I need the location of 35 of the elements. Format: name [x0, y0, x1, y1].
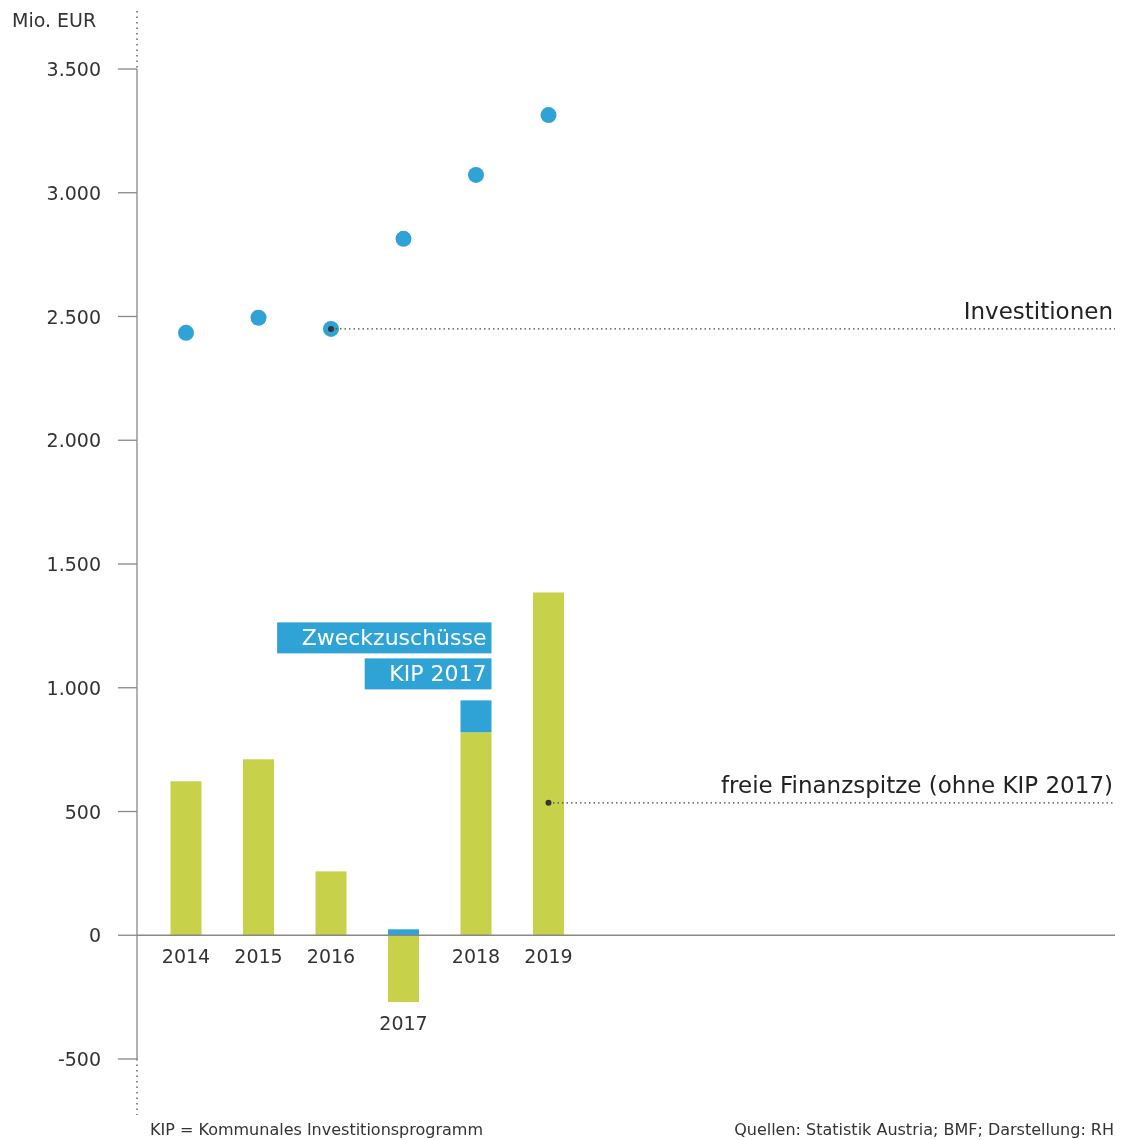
bar	[533, 592, 564, 936]
point	[395, 230, 412, 247]
bar	[315, 871, 347, 936]
y-tick-label: 1.500	[46, 553, 101, 575]
x-tick-label: 2014	[161, 945, 211, 968]
x-tick-label: 2016	[306, 945, 356, 968]
x-tick-label: 2015	[234, 945, 283, 968]
point	[323, 320, 339, 337]
bar	[388, 929, 419, 936]
bar	[243, 759, 274, 936]
y-axis-title: Mio. EUR	[12, 9, 97, 31]
bar	[460, 732, 492, 936]
y-tick-label: 0	[88, 924, 101, 947]
y-tick-label: 2.000	[46, 429, 101, 452]
x-tick-label: 2017	[379, 1012, 428, 1035]
x-tick-label: 2019	[524, 945, 573, 968]
y-tick-label: 3.000	[46, 181, 101, 204]
point	[468, 166, 484, 183]
x-tick-label: 2018	[451, 945, 501, 968]
point	[250, 309, 267, 326]
bar	[388, 935, 419, 1003]
y-tick-label: 500	[64, 800, 101, 823]
bar	[460, 700, 492, 733]
annotation: Investitionen	[963, 297, 1113, 324]
y-tick-label: 1.000	[46, 676, 101, 699]
text: KIP = Kommunales Investitionsprogramm	[150, 1120, 483, 1139]
source-note: Quellen: Statistik Austria; BMF; Darstellung: RH	[734, 1120, 1114, 1139]
bar	[170, 781, 202, 936]
y-tick-label: 2.500	[46, 305, 101, 328]
point	[178, 324, 194, 341]
y-tick-label: 3.500	[46, 58, 101, 80]
point	[540, 107, 557, 124]
y-tick-label: -500	[57, 1048, 101, 1070]
series-label: Zweckzuschüsse KIP 2017	[301, 625, 487, 687]
annotation: freie Finanzspitze (ohne KIP 2017)	[720, 771, 1113, 798]
